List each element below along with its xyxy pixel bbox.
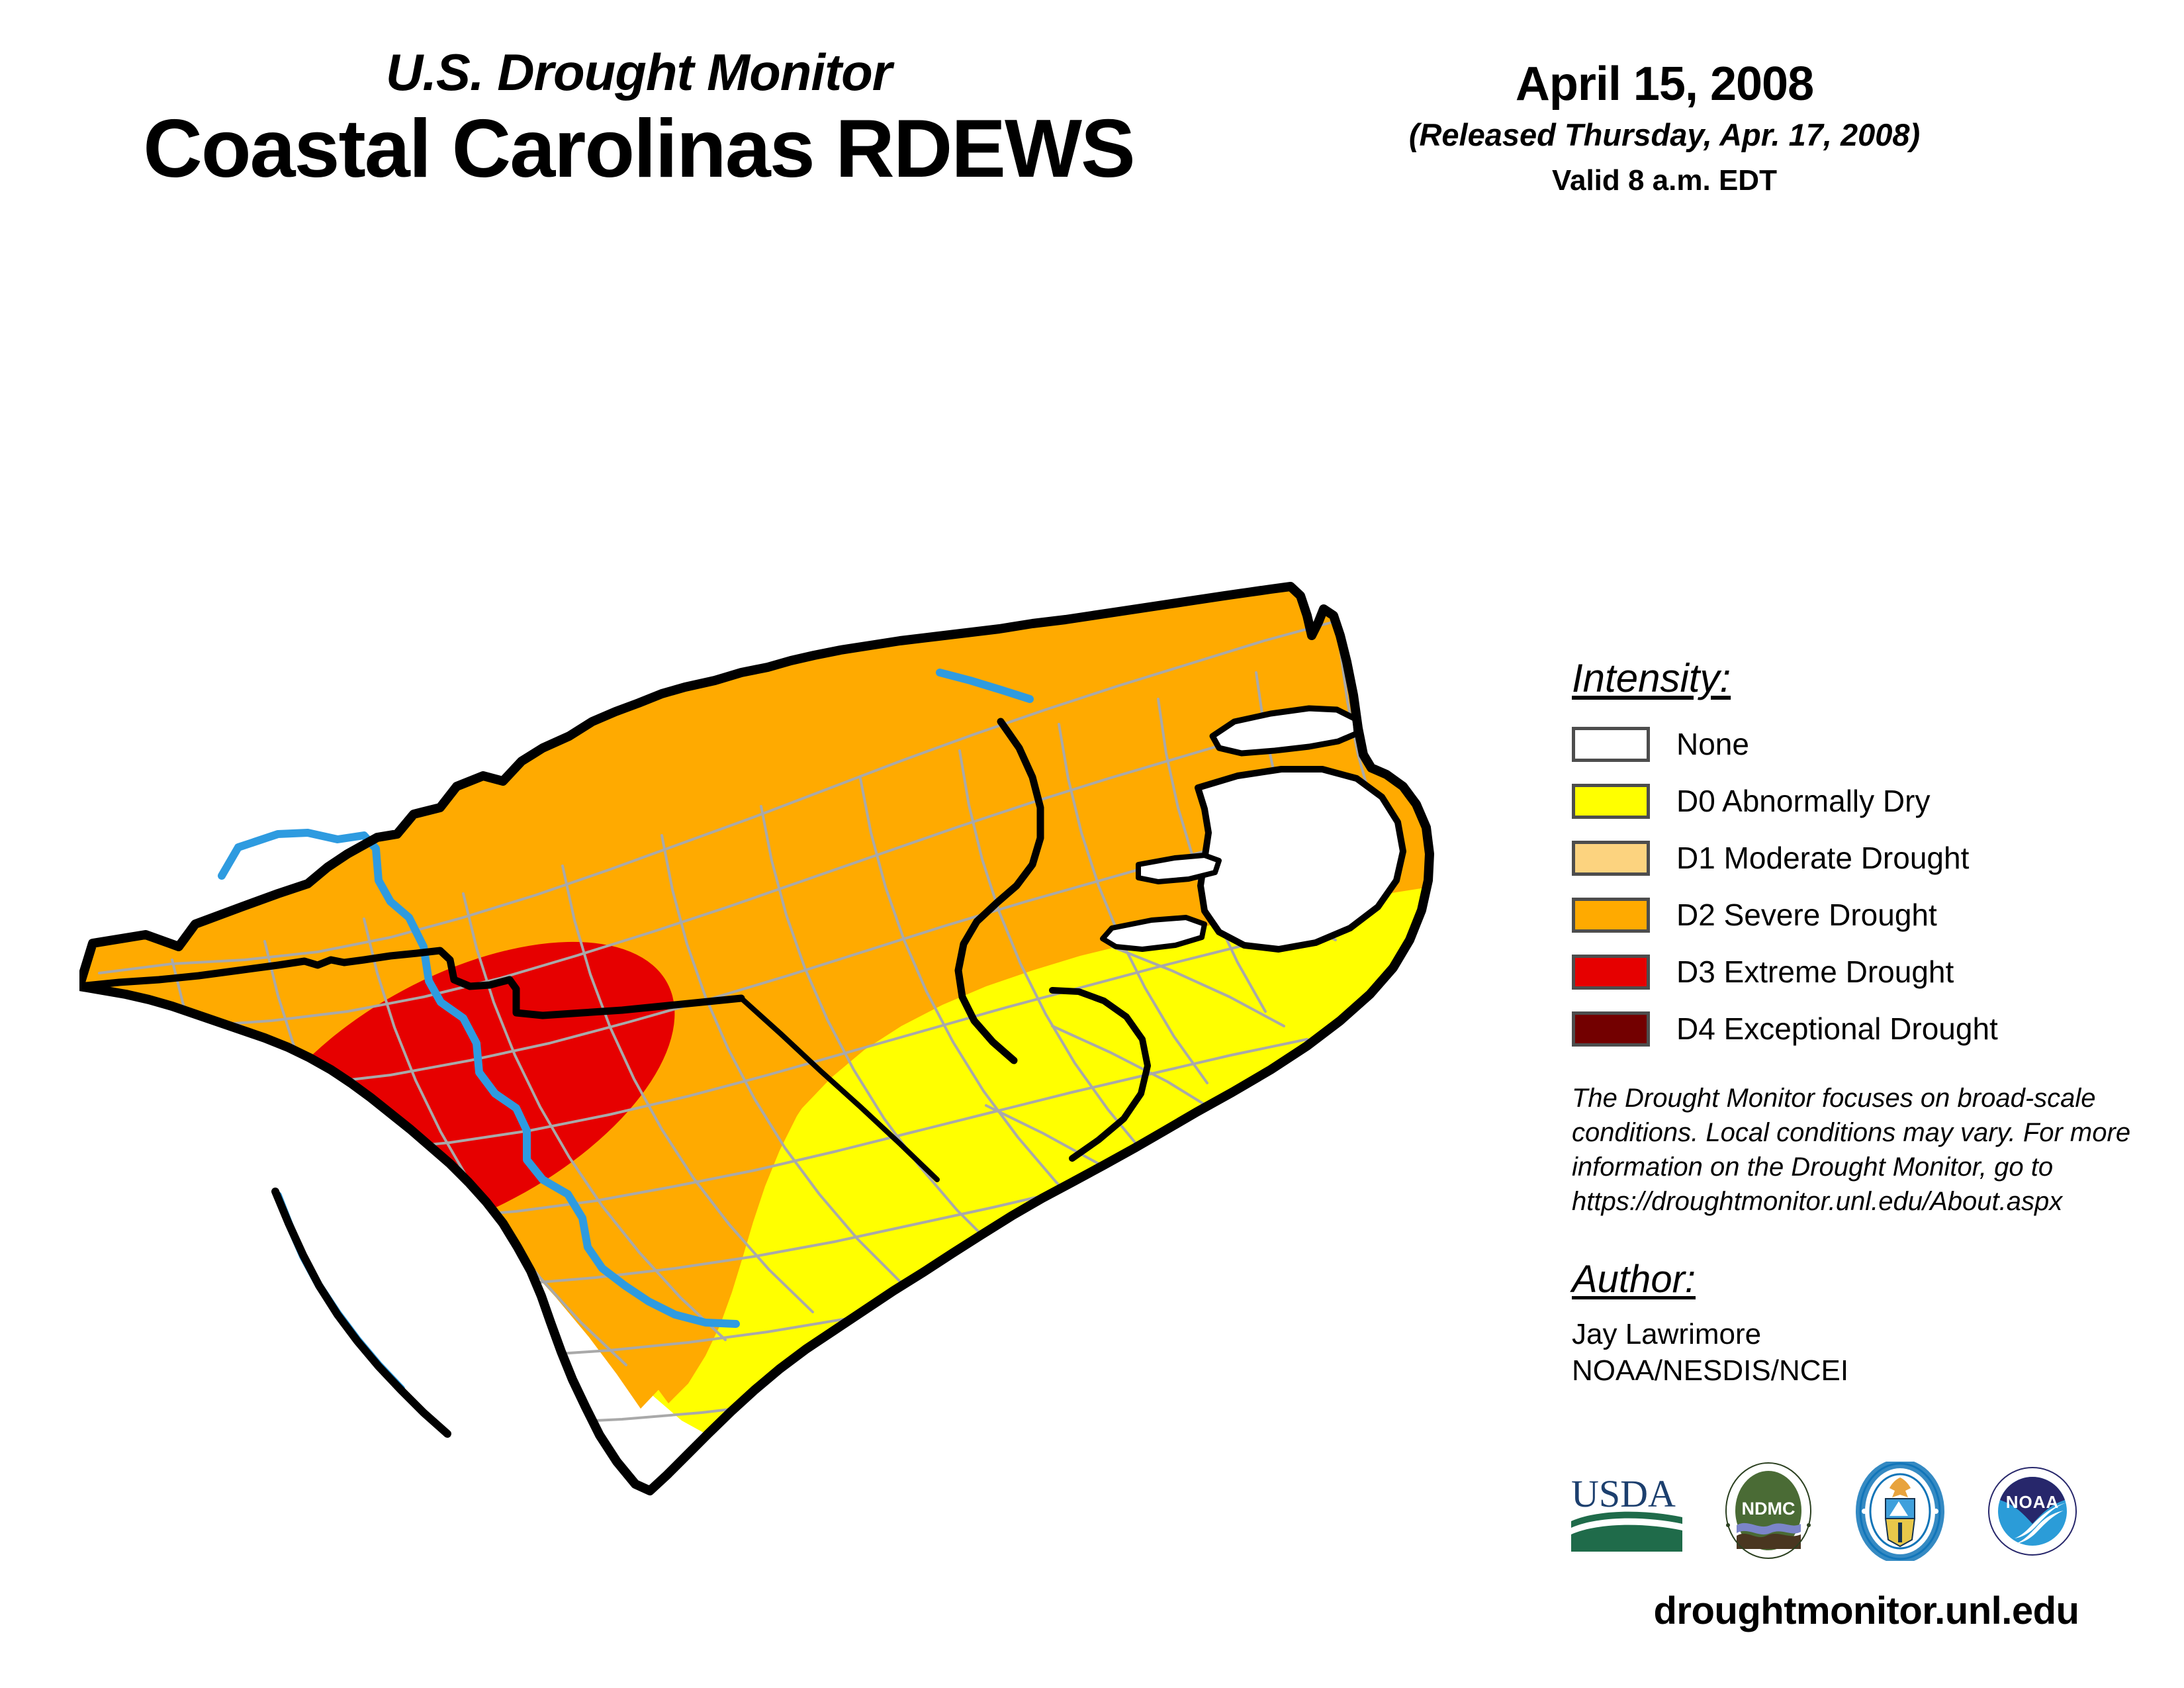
- legend-item-none[interactable]: None: [1572, 724, 2167, 765]
- water-bodies: [1100, 705, 1406, 953]
- legend-item-d2[interactable]: D2 Severe Drought: [1572, 894, 2167, 935]
- ndmc-logo[interactable]: NDMC: [1719, 1462, 1818, 1561]
- disclaimer-url[interactable]: https://droughtmonitor.unl.edu/About.asp…: [1572, 1187, 2063, 1216]
- date-block: April 15, 2008 (Released Thursday, Apr. …: [1291, 58, 2038, 202]
- region-outline: [79, 582, 1434, 1495]
- northern-tributary: [936, 669, 1034, 703]
- legend-swatch-d4: [1572, 1011, 1650, 1047]
- author-name: Jay Lawrimore: [1572, 1318, 1762, 1350]
- albemarle-sound: [1209, 705, 1360, 757]
- disclaimer-line-3: information on the Drought Monitor, go t…: [1572, 1152, 2054, 1182]
- author-heading: Author:: [1572, 1258, 1696, 1301]
- disclaimer-text: The Drought Monitor focuses on broad-sca…: [1572, 1081, 2154, 1219]
- usda-logo[interactable]: USDA: [1569, 1468, 1684, 1554]
- disclaimer-line-1: The Drought Monitor focuses on broad-sca…: [1572, 1084, 2096, 1113]
- intensity-heading: Intensity:: [1572, 656, 1731, 700]
- inner-bay-detail: [1049, 987, 1151, 1162]
- legend-swatch-d0: [1572, 783, 1650, 819]
- savannah-river: [274, 1192, 405, 1393]
- nc-sc-state-line: [79, 947, 745, 1019]
- nc-sc-line-coastal: [739, 996, 940, 1182]
- valid-date: April 15, 2008: [1515, 58, 1814, 111]
- legend-label-d2: D2 Severe Drought: [1676, 898, 1937, 932]
- page-header: U.S. Drought Monitor Coastal Carolinas R…: [0, 0, 2184, 265]
- map-svg[interactable]: [79, 523, 1522, 1503]
- valid-time: Valid 8 a.m. EDT: [1552, 164, 1777, 197]
- disclaimer-line-2: conditions. Local conditions may vary. F…: [1572, 1118, 2131, 1147]
- svg-text:NOAA: NOAA: [2006, 1492, 2060, 1512]
- partner-logos: USDA NDMC NOAA: [1569, 1453, 2164, 1569]
- legend-item-d3[interactable]: D3 Extreme Drought: [1572, 951, 2167, 992]
- legend-label-d4: D4 Exceptional Drought: [1676, 1011, 1998, 1046]
- legend-label-d0: D0 Abnormally Dry: [1676, 784, 1931, 818]
- catawba-river: [218, 829, 740, 1328]
- author-block: Jay Lawrimore NOAA/NESDIS/NCEI: [1572, 1316, 2167, 1389]
- coastal-inland-shoreline: [954, 718, 1044, 1064]
- legend-label-d1: D1 Moderate Drought: [1676, 841, 1970, 875]
- intensity-legend: None D0 Abnormally Dry D1 Moderate Droug…: [1572, 724, 2167, 1049]
- drought-map[interactable]: [79, 523, 1522, 1503]
- legend-swatch-d3: [1572, 954, 1650, 990]
- state-boundaries: [79, 582, 1434, 1495]
- author-affiliation: NOAA/NESDIS/NCEI: [1572, 1354, 1849, 1387]
- legend-label-none: None: [1676, 727, 1749, 761]
- neuse-river-mouth: [1100, 915, 1207, 952]
- legend-item-d4[interactable]: D4 Exceptional Drought: [1572, 1008, 2167, 1049]
- legend-item-d1[interactable]: D1 Moderate Drought: [1572, 837, 2167, 878]
- legend-label-d3: D3 Extreme Drought: [1676, 955, 1954, 989]
- legend-swatch-d2: [1572, 897, 1650, 933]
- sc-ga-state-line: [271, 1188, 451, 1438]
- svg-text:USDA: USDA: [1571, 1472, 1676, 1515]
- footer-url[interactable]: droughtmonitor.unl.edu: [1653, 1589, 2079, 1632]
- title-block: U.S. Drought Monitor Coastal Carolinas R…: [0, 46, 1277, 195]
- program-subtitle: U.S. Drought Monitor: [385, 43, 892, 101]
- legend-swatch-d1: [1572, 840, 1650, 876]
- svg-text:NDMC: NDMC: [1742, 1499, 1796, 1519]
- side-panel: Intensity: None D0 Abnormally Dry D1 Mod…: [1572, 655, 2167, 1389]
- legend-swatch-none: [1572, 726, 1650, 762]
- release-date: (Released Thursday, Apr. 17, 2008): [1408, 117, 1921, 152]
- page-title: Coastal Carolinas RDEWS: [143, 103, 1135, 195]
- pamlico-river-mouth: [1136, 853, 1222, 884]
- doc-seal-logo[interactable]: [1852, 1461, 1948, 1561]
- noaa-logo[interactable]: NOAA: [1983, 1462, 2082, 1561]
- legend-item-d0[interactable]: D0 Abnormally Dry: [1572, 780, 2167, 821]
